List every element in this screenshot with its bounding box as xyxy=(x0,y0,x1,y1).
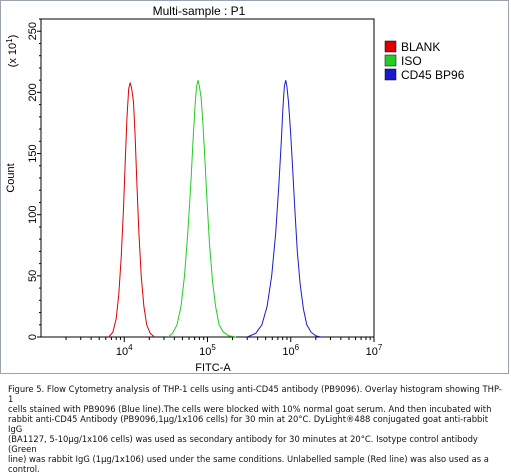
caption-line: cells stained with PB9096 (Blue line).Th… xyxy=(8,404,492,414)
x-tick-exponent: 6 xyxy=(295,343,300,352)
series-line-0 xyxy=(108,82,155,338)
x-axis-label: FITC-A xyxy=(195,362,231,374)
legend-swatch xyxy=(384,68,397,81)
caption-line: rabbit anti-CD45 Antibody (PB9096,1μg/1x… xyxy=(8,414,488,434)
plot-area xyxy=(40,18,375,338)
y-tick-label: 50 xyxy=(27,270,39,282)
x-tick-label: 106 xyxy=(282,343,299,358)
x-tick-label: 104 xyxy=(116,343,133,358)
x-tick-exponent: 5 xyxy=(211,343,216,352)
x-tick-label: 105 xyxy=(199,343,216,358)
caption-line: line) was rabbit IgG (1μg/1x106) used un… xyxy=(8,454,489,464)
x-axis-ticks: 104 105 106 107 xyxy=(65,337,383,358)
y-tick-label: 200 xyxy=(27,83,39,101)
figure-caption: Figure 5. Flow Cytometry analysis of THP… xyxy=(8,384,504,474)
series-line-2 xyxy=(247,80,322,338)
legend-swatch xyxy=(384,54,397,67)
y-tick-label: 150 xyxy=(27,144,39,162)
y-multiplier-label: (x 101) xyxy=(5,35,19,68)
x-tick-base: 10 xyxy=(199,346,211,358)
x-tick-exponent: 7 xyxy=(378,343,383,352)
y-multiplier-exponent: 1 xyxy=(5,38,14,43)
y-multiplier-prefix: (x 10 xyxy=(7,43,19,67)
y-tick-label: 0 xyxy=(27,334,39,340)
x-tick-base: 10 xyxy=(116,346,128,358)
y-tick-label: 100 xyxy=(27,206,39,224)
legend-label: ISO xyxy=(401,54,422,68)
legend-swatch xyxy=(384,40,397,53)
y-tick-label: 250 xyxy=(27,22,39,40)
flow-cytometry-histogram: Multi-sample : P1 (x 101) Count FITC-A 0… xyxy=(5,4,465,374)
series-line-1 xyxy=(168,80,237,338)
legend-label: BLANK xyxy=(401,40,440,54)
series-layer xyxy=(108,80,322,338)
chart-title: Multi-sample : P1 xyxy=(153,4,246,18)
x-tick-label: 107 xyxy=(366,343,383,358)
caption-line: Figure 5. Flow Cytometry analysis of THP… xyxy=(8,384,502,404)
x-tick-base: 10 xyxy=(282,346,294,358)
x-tick-base: 10 xyxy=(366,346,378,358)
caption-line: control. xyxy=(8,464,40,474)
caption-line: (BA1127, 5-10μg/1x106 cells) was used as… xyxy=(8,434,478,454)
y-axis-label: Count xyxy=(5,163,17,192)
y-axis-ticks: 0 50 100 150 200 250 xyxy=(27,18,41,340)
x-tick-exponent: 4 xyxy=(128,343,133,352)
legend-label: CD45 BP96 xyxy=(401,68,465,82)
svg-text:(x 101): (x 101) xyxy=(5,35,19,68)
